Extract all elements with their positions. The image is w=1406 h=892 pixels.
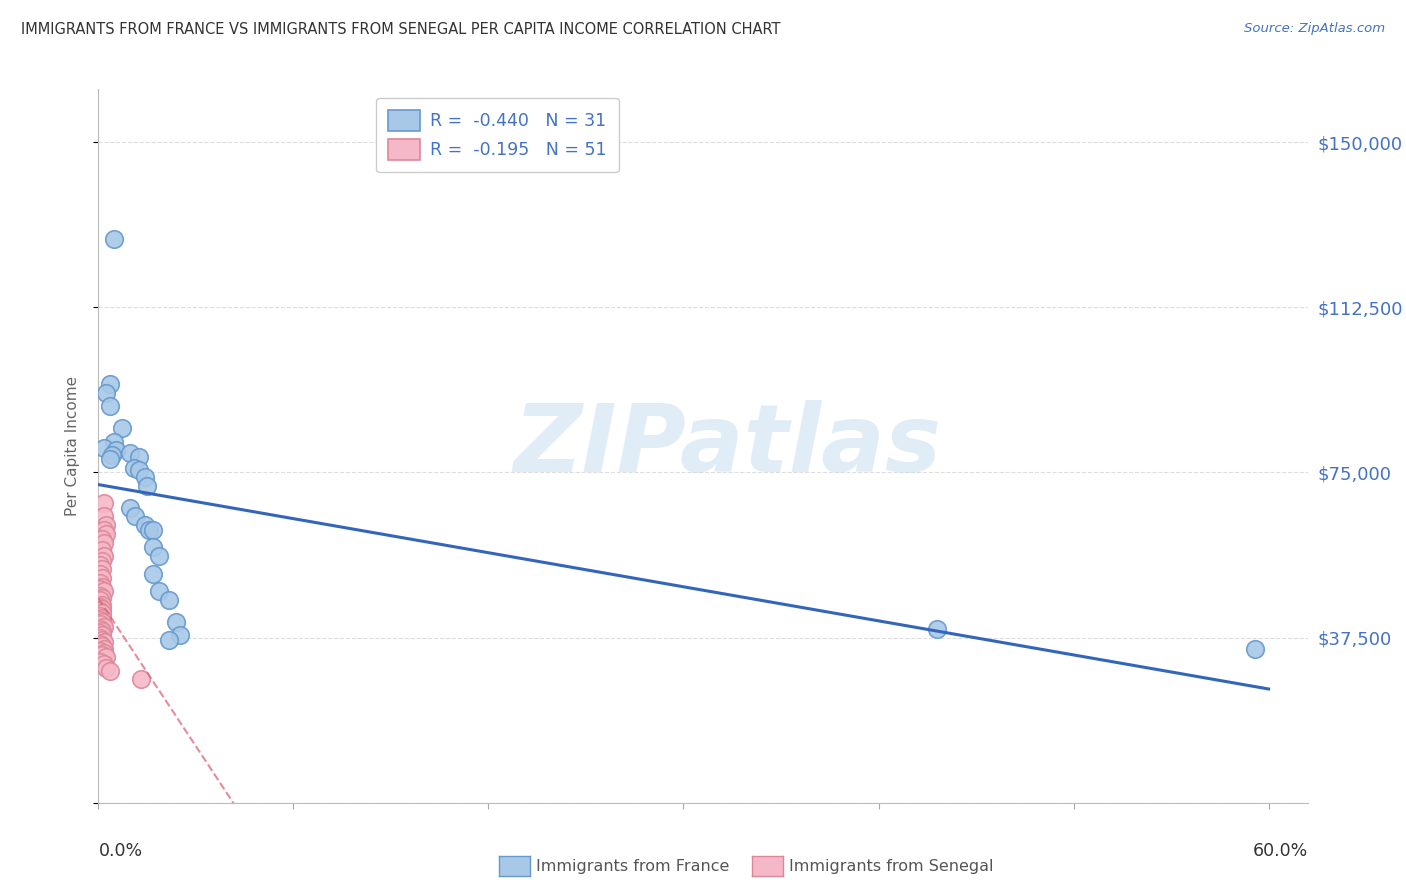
Point xyxy=(157,632,180,647)
Point xyxy=(89,637,111,651)
Point xyxy=(91,624,114,638)
Point xyxy=(136,478,159,492)
Point xyxy=(89,566,111,581)
Point xyxy=(148,584,170,599)
Point xyxy=(93,536,115,550)
Point xyxy=(93,549,115,563)
Point xyxy=(93,641,115,656)
Point xyxy=(89,604,111,618)
Text: Immigrants from Senegal: Immigrants from Senegal xyxy=(789,859,993,873)
Point xyxy=(89,631,111,645)
Point xyxy=(93,496,115,510)
Point xyxy=(128,463,150,477)
Point xyxy=(103,232,125,246)
Point xyxy=(93,441,115,455)
Point xyxy=(96,518,118,533)
Point xyxy=(91,648,114,663)
Point xyxy=(91,632,114,647)
Point xyxy=(91,542,114,557)
Point xyxy=(124,509,146,524)
Point xyxy=(96,386,118,401)
Point xyxy=(122,461,145,475)
Point xyxy=(93,646,115,660)
Point xyxy=(93,584,115,599)
Text: 0.0%: 0.0% xyxy=(98,842,142,860)
Point xyxy=(134,470,156,484)
Point xyxy=(89,558,111,572)
Point xyxy=(165,615,187,630)
Point xyxy=(91,591,114,605)
Point xyxy=(169,628,191,642)
Point xyxy=(91,571,114,585)
Point xyxy=(142,523,165,537)
Point xyxy=(89,626,111,640)
Point xyxy=(96,661,118,675)
Text: 60.0%: 60.0% xyxy=(1253,842,1308,860)
Point xyxy=(91,607,114,621)
Point xyxy=(89,655,111,669)
Point xyxy=(101,448,124,462)
Point xyxy=(91,628,114,642)
Point xyxy=(93,657,115,671)
Point xyxy=(98,400,121,414)
Point xyxy=(91,611,114,625)
Point xyxy=(103,434,125,449)
Point xyxy=(118,445,141,459)
Point xyxy=(91,615,114,630)
Point xyxy=(925,622,948,636)
Point xyxy=(157,593,180,607)
Point xyxy=(118,500,141,515)
Legend: R =  -0.440   N = 31, R =  -0.195   N = 51: R = -0.440 N = 31, R = -0.195 N = 51 xyxy=(377,98,619,172)
Point xyxy=(89,575,111,590)
Text: Immigrants from France: Immigrants from France xyxy=(536,859,730,873)
Point xyxy=(134,518,156,533)
Point xyxy=(89,608,111,623)
Point xyxy=(93,619,115,633)
Point xyxy=(91,602,114,616)
Point xyxy=(93,509,115,524)
Point xyxy=(89,593,111,607)
Point xyxy=(91,532,114,546)
Point xyxy=(128,450,150,464)
Point xyxy=(91,580,114,594)
Point xyxy=(89,582,111,596)
Point xyxy=(89,613,111,627)
Point xyxy=(96,650,118,665)
Point xyxy=(89,644,111,658)
Point xyxy=(98,664,121,678)
Point xyxy=(91,553,114,567)
Point xyxy=(104,443,127,458)
Point xyxy=(89,617,111,632)
Point xyxy=(93,523,115,537)
Point xyxy=(93,635,115,649)
Point xyxy=(1244,641,1267,656)
Point xyxy=(89,589,111,603)
Point xyxy=(98,377,121,392)
Point xyxy=(138,523,160,537)
Text: IMMIGRANTS FROM FRANCE VS IMMIGRANTS FROM SENEGAL PER CAPITA INCOME CORRELATION : IMMIGRANTS FROM FRANCE VS IMMIGRANTS FRO… xyxy=(21,22,780,37)
Point xyxy=(131,673,153,687)
Point xyxy=(142,566,165,581)
Point xyxy=(98,452,121,467)
Point xyxy=(91,598,114,612)
Point xyxy=(89,599,111,614)
Point xyxy=(142,541,165,555)
Point xyxy=(111,421,134,435)
Point xyxy=(148,549,170,563)
Text: ZIPatlas: ZIPatlas xyxy=(513,400,941,492)
Point xyxy=(91,562,114,576)
Y-axis label: Per Capita Income: Per Capita Income xyxy=(65,376,80,516)
Point xyxy=(91,640,114,654)
Point xyxy=(89,622,111,636)
Point xyxy=(96,527,118,541)
Text: Source: ZipAtlas.com: Source: ZipAtlas.com xyxy=(1244,22,1385,36)
